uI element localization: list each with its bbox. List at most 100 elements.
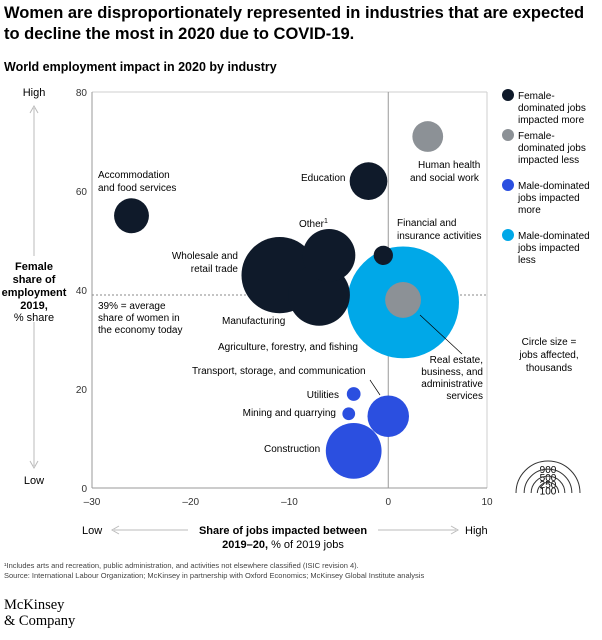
legend-label: Male-dominated bbox=[518, 181, 590, 192]
label-accommodation-2: and food services bbox=[98, 183, 176, 194]
chart-title: Women are disproportionately represented… bbox=[4, 4, 585, 43]
y-tick-label: 20 bbox=[76, 385, 88, 396]
label-real-estate-2: business, and bbox=[421, 367, 483, 378]
bubble-accommodation-and-food-services bbox=[114, 198, 149, 234]
footnote: ¹Includes arts and recreation, public ad… bbox=[4, 561, 424, 581]
x-tick-label: –20 bbox=[182, 497, 199, 508]
bubble-financial-and-insurance-activities bbox=[373, 245, 393, 265]
y-arrow-up-icon bbox=[29, 104, 39, 114]
x-tick-label: –10 bbox=[281, 497, 298, 508]
label-other: Other1 bbox=[299, 218, 328, 230]
y-low-label: Low bbox=[24, 475, 44, 487]
y-tick-label: 60 bbox=[76, 187, 88, 198]
legend-label: dominated jobs bbox=[518, 103, 586, 114]
label-real-estate-4: services bbox=[446, 391, 483, 402]
y-high-label: High bbox=[23, 87, 46, 99]
label-health-1: Human health bbox=[418, 160, 480, 171]
x-tick-label: 10 bbox=[481, 497, 493, 508]
label-financial-2: insurance activities bbox=[397, 231, 481, 242]
y-tick-labels: 0 20 40 60 80 bbox=[76, 88, 88, 495]
label-agriculture: Agriculture, forestry, and fishing bbox=[218, 342, 358, 353]
legend-label: Female- bbox=[518, 91, 555, 102]
bubble-real-estate-business-and-administrative-services bbox=[385, 281, 421, 318]
size-legend-arc bbox=[523, 468, 573, 494]
legend-label: jobs impacted bbox=[517, 193, 580, 204]
legend-swatch bbox=[502, 89, 514, 101]
size-legend-value: 900 bbox=[540, 465, 557, 476]
x-axis-title-2: 2019–20, % of 2019 jobs bbox=[222, 539, 344, 551]
label-real-estate-1: Real estate, bbox=[430, 355, 483, 366]
x-tick-label: –30 bbox=[84, 497, 101, 508]
label-wholesale-1: Wholesale and bbox=[172, 251, 238, 262]
y-axis-title-4: 2019, bbox=[20, 300, 48, 312]
size-legend-arc bbox=[536, 481, 560, 494]
y-axis-title-2: share of bbox=[13, 274, 56, 286]
size-legend-value: 100 bbox=[540, 486, 557, 497]
size-legend-title-1: Circle size = bbox=[522, 337, 577, 348]
label-education: Education bbox=[301, 173, 345, 184]
size-legend-value: 500 bbox=[540, 473, 557, 484]
label-financial-1: Financial and bbox=[397, 218, 456, 229]
bubble-mining-and-quarrying bbox=[342, 407, 356, 421]
label-wholesale-2: retail trade bbox=[191, 264, 239, 275]
y-axis-title-1: Female bbox=[15, 261, 53, 273]
bubble-transport-storage-and-communication bbox=[367, 395, 410, 437]
legend-swatch bbox=[502, 229, 514, 241]
label-health-2: and social work bbox=[410, 173, 480, 184]
legend-label: less bbox=[518, 255, 536, 266]
legend-label: impacted more bbox=[518, 115, 585, 126]
footnote-note: ¹Includes arts and recreation, public ad… bbox=[4, 561, 359, 570]
average-note-3: the economy today bbox=[98, 325, 183, 336]
x-low-label: Low bbox=[82, 525, 102, 537]
logo-line-2: & Company bbox=[4, 613, 76, 629]
x-arrow-right-icon bbox=[450, 525, 460, 535]
label-mining: Mining and quarrying bbox=[243, 408, 336, 419]
bubble-utilities bbox=[346, 387, 361, 401]
y-tick-label: 0 bbox=[81, 484, 87, 495]
legend-label: Female- bbox=[518, 131, 555, 142]
label-transport: Transport, storage, and communication bbox=[192, 366, 366, 377]
bubble-human-health-and-social-work bbox=[412, 121, 444, 152]
bubble-other bbox=[302, 229, 356, 282]
y-tick-label: 80 bbox=[76, 88, 88, 99]
size-legend-title-2: jobs affected, bbox=[518, 350, 578, 361]
x-arrow-left-icon bbox=[110, 525, 120, 535]
size-legend-value: 250 bbox=[540, 480, 557, 491]
bubbles bbox=[114, 121, 459, 479]
label-manufacturing: Manufacturing bbox=[222, 316, 285, 327]
real-estate-leader bbox=[419, 314, 463, 355]
y-arrow-down-icon bbox=[29, 460, 39, 470]
average-note-1: 39% = average bbox=[98, 301, 166, 312]
y-axis-unit: % share bbox=[14, 312, 54, 324]
size-legend-title-3: thousands bbox=[526, 363, 572, 374]
bubble-education bbox=[349, 162, 388, 200]
transport-leader bbox=[369, 379, 381, 396]
logo-line-1: McKinsey bbox=[4, 597, 65, 613]
mckinsey-logo: McKinsey & Company bbox=[4, 597, 75, 629]
size-legend-arc bbox=[515, 460, 581, 494]
legend-label: Male-dominated bbox=[518, 231, 590, 242]
x-high-label: High bbox=[465, 525, 488, 537]
chart-subtitle: World employment impact in 2020 by indus… bbox=[4, 60, 277, 74]
average-note-2: share of women in bbox=[98, 313, 180, 324]
x-tick-labels: –30 –20 –10 0 10 bbox=[84, 497, 493, 508]
legend-label: dominated jobs bbox=[518, 143, 586, 154]
bubble-chart: 0 20 40 60 80 –30 –20 –10 0 10 High Low Female s… bbox=[2, 87, 590, 551]
footnote-source: Source: International Labour Organizatio… bbox=[4, 571, 425, 580]
legend-label: jobs impacted bbox=[517, 243, 580, 254]
label-accommodation-1: Accommodation bbox=[98, 170, 170, 181]
legend-swatch bbox=[502, 179, 514, 191]
legend-label: impacted less bbox=[518, 155, 579, 166]
y-axis-title-3: employment bbox=[2, 287, 67, 299]
label-real-estate-3: administrative bbox=[421, 379, 483, 390]
size-legend-arc bbox=[530, 475, 566, 494]
label-construction: Construction bbox=[264, 444, 320, 455]
x-axis-title-1: Share of jobs impacted between bbox=[199, 525, 367, 537]
x-tick-label: 0 bbox=[385, 497, 391, 508]
legend-label: more bbox=[518, 205, 541, 216]
bubble-construction bbox=[325, 422, 382, 479]
y-tick-label: 40 bbox=[76, 286, 88, 297]
legend-swatch bbox=[502, 129, 514, 141]
